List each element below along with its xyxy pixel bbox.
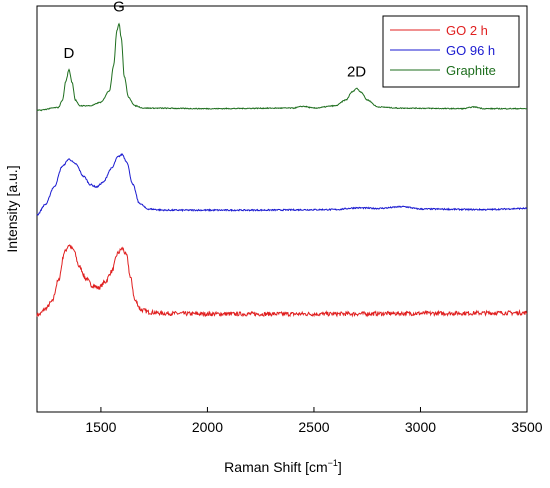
x-axis-label-superscript: −1 <box>328 458 338 468</box>
series-line-2 <box>36 153 528 216</box>
series-line-1 <box>36 244 528 318</box>
series-layer <box>36 22 528 318</box>
x-tick-label: 3000 <box>405 419 436 435</box>
peak-label-g: G <box>113 0 125 15</box>
x-tick-label: 2500 <box>298 419 329 435</box>
peak-label-2d: 2D <box>347 63 366 80</box>
y-axis-label: Intensity [a.u.] <box>4 165 20 252</box>
x-axis-label-close: ] <box>338 459 342 475</box>
legend: GO 2 h GO 96 h Graphite <box>382 15 520 88</box>
x-axis-label: Raman Shift [cm−1] <box>224 458 342 475</box>
peak-annotations: D G 2D <box>64 0 367 80</box>
x-tick-label: 3500 <box>511 419 542 435</box>
series-line-3 <box>36 22 527 112</box>
x-tick-label: 1500 <box>85 419 116 435</box>
legend-label: GO 96 h <box>446 43 495 58</box>
peak-label-d: D <box>64 45 75 62</box>
x-axis-label-main: Raman Shift [cm <box>224 459 327 475</box>
legend-label: Graphite <box>446 63 496 78</box>
legend-box <box>382 15 520 88</box>
x-axis-ticks: 1500 2000 2500 3000 3500 <box>85 407 543 435</box>
plot-frame <box>36 5 528 413</box>
legend-label: GO 2 h <box>446 23 488 38</box>
x-tick-label: 2000 <box>192 419 223 435</box>
legend-items: GO 2 h GO 96 h Graphite <box>390 23 496 78</box>
